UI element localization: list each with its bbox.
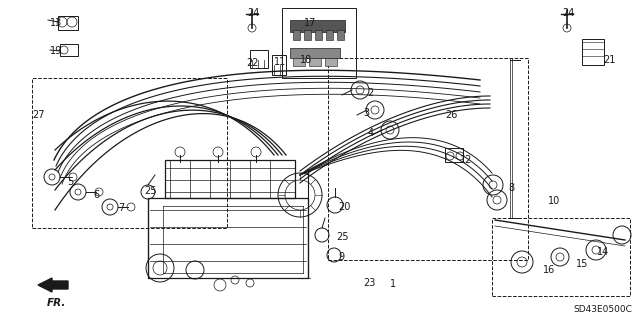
Bar (250, 50, 268, 68)
Bar (309, 58, 321, 66)
Bar (326, 30, 333, 40)
Text: 10: 10 (548, 196, 560, 206)
Text: 24: 24 (247, 8, 259, 18)
Text: 14: 14 (597, 247, 609, 257)
Text: 17: 17 (304, 18, 316, 28)
Bar (60, 44, 78, 56)
Text: 19: 19 (50, 46, 62, 56)
Bar (293, 30, 300, 40)
Bar (582, 39, 604, 65)
Text: 20: 20 (338, 202, 350, 212)
Text: 22: 22 (246, 58, 259, 68)
Polygon shape (38, 278, 68, 292)
Bar (293, 58, 305, 66)
Text: 23: 23 (363, 278, 376, 288)
Text: SD43E0500C: SD43E0500C (573, 305, 632, 314)
Bar (165, 160, 295, 198)
Text: 21: 21 (603, 55, 616, 65)
Text: 7: 7 (118, 203, 124, 213)
Text: 1: 1 (390, 279, 396, 289)
Text: FR.: FR. (46, 298, 66, 308)
Bar (32, 78, 227, 228)
Text: 27: 27 (32, 110, 45, 120)
Text: 15: 15 (576, 259, 588, 269)
Bar (315, 30, 322, 40)
Text: 2: 2 (367, 88, 373, 98)
Bar (337, 30, 344, 40)
Text: 16: 16 (543, 265, 556, 275)
Text: 26: 26 (445, 110, 458, 120)
Bar (304, 30, 311, 40)
Text: 11: 11 (274, 57, 286, 67)
Text: 13: 13 (50, 18, 62, 28)
Bar (325, 58, 337, 66)
Text: 5: 5 (67, 177, 73, 187)
Text: 24: 24 (562, 8, 574, 18)
Bar (290, 48, 340, 58)
Bar (290, 20, 345, 32)
Text: 8: 8 (508, 183, 514, 193)
Bar (328, 58, 528, 260)
Text: 3: 3 (363, 108, 369, 118)
Bar (445, 148, 463, 162)
Text: 6: 6 (93, 190, 99, 200)
Text: 18: 18 (300, 55, 312, 65)
Text: 4: 4 (368, 128, 374, 138)
Bar (272, 55, 286, 75)
Bar (148, 198, 308, 278)
Text: 25: 25 (336, 232, 349, 242)
Text: 25: 25 (144, 186, 157, 196)
Bar (58, 16, 78, 30)
Bar (492, 218, 630, 296)
Text: 12: 12 (460, 155, 472, 165)
Bar (282, 8, 356, 78)
Text: 9: 9 (338, 252, 344, 262)
